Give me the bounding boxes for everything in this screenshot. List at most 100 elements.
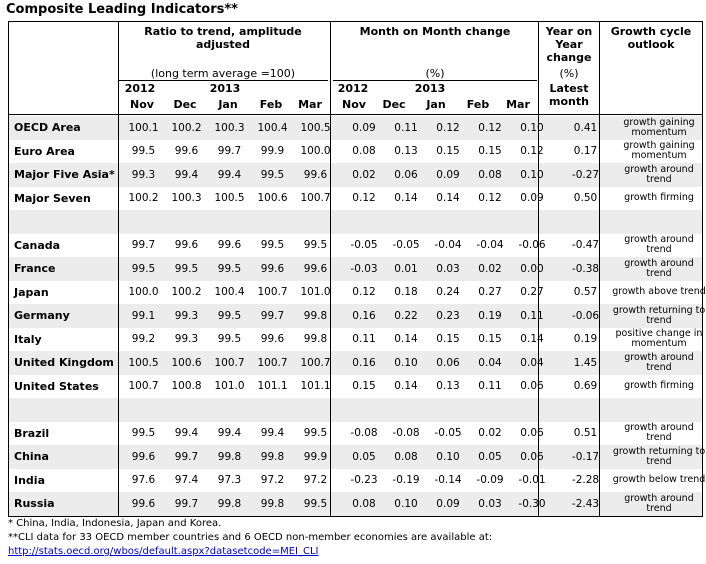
mom-value: 0.23 — [436, 309, 460, 322]
mom-value: 0.04 — [478, 356, 502, 369]
ratio-value: 99.5 — [131, 145, 156, 158]
month-mar-ratio: Mar — [298, 98, 322, 111]
yoy-value: 0.50 — [573, 192, 598, 205]
table-row: Brazil 99.5 99.4 99.4 99.4 99.5 -0.08 -0.08 -0.0… — [8, 422, 702, 446]
country-name: China — [14, 450, 49, 464]
mom-value: 0.03 — [478, 497, 502, 510]
ratio-value: 100.5 — [214, 192, 245, 205]
mom-value: 0.12 — [352, 192, 376, 205]
country-name: Germany — [14, 309, 70, 323]
ratio-value: 100.6 — [257, 192, 288, 205]
month-feb-ratio: Feb — [259, 98, 283, 111]
ratio-value: 100.3 — [214, 121, 245, 134]
outlook-text: growth returning to trend — [612, 304, 706, 326]
ratio-note: (long term average =100) — [150, 67, 296, 80]
mom-value: 0.15 — [436, 333, 460, 346]
ratio-value: 99.7 — [174, 450, 199, 463]
ratio-value: 99.8 — [217, 497, 242, 510]
mom-value: 0.27 — [478, 286, 502, 299]
ratio-value: 99.6 — [303, 262, 328, 275]
table-row: France 99.5 99.5 99.5 99.6 99.6 -0.03 0.01 0.03 0… — [8, 257, 702, 281]
ratio-value: 100.7 — [214, 356, 245, 369]
outlook-text: growth gaining momentum — [623, 140, 695, 162]
mom-value: 0.14 — [394, 192, 418, 205]
month-feb-mom: Feb — [466, 98, 490, 111]
yoy-value: -0.47 — [571, 239, 600, 252]
ratio-value: 99.5 — [217, 333, 242, 346]
country-name: France — [14, 262, 56, 276]
ratio-value: 97.2 — [260, 474, 285, 487]
outlook-text: growth firming — [624, 192, 694, 204]
ratio-value: 100.2 — [128, 192, 159, 205]
spacer-row — [8, 210, 702, 234]
divider-yoy — [599, 21, 600, 517]
divider-name — [118, 21, 119, 517]
mom-value: 0.12 — [436, 121, 460, 134]
mom-value: 0.02 — [352, 168, 376, 181]
ratio-value: 100.4 — [257, 121, 288, 134]
ratio-value: 97.2 — [303, 474, 328, 487]
outlook-text: growth around trend — [624, 163, 694, 185]
ratio-subrule — [118, 80, 328, 81]
ratio-value: 99.5 — [303, 239, 328, 252]
mom-header: Month on Month change — [359, 25, 511, 38]
mom-value: 0.12 — [520, 145, 544, 158]
ratio-value: 99.7 — [217, 145, 242, 158]
mom-value: 0.15 — [478, 333, 502, 346]
mom-value: 0.15 — [352, 380, 376, 393]
yoy-value: 0.51 — [573, 427, 598, 440]
mom-value: 0.14 — [394, 380, 418, 393]
ratio-value: 99.5 — [217, 262, 242, 275]
ratio-value: 100.6 — [171, 356, 202, 369]
ratio-value: 99.9 — [260, 145, 285, 158]
country-name: Major Five Asia* — [14, 168, 115, 182]
ratio-value: 99.4 — [217, 427, 242, 440]
table-body: OECD Area 100.1 100.2 100.3 100.4 100.5 0.09 0.… — [8, 116, 706, 516]
yoy-value: -0.17 — [571, 450, 600, 463]
mom-value: 0.15 — [478, 145, 502, 158]
ratio-value: 99.6 — [260, 333, 285, 346]
ratio-value: 100.2 — [171, 286, 202, 299]
mom-value: -0.06 — [518, 239, 546, 252]
yoy-value: 0.19 — [573, 333, 598, 346]
mom-value: -0.05 — [350, 239, 378, 252]
mom-value: -0.05 — [392, 239, 420, 252]
ratio-value: 100.8 — [171, 380, 202, 393]
mom-value: 0.16 — [352, 309, 376, 322]
mom-value: -0.05 — [434, 427, 462, 440]
ratio-value: 99.7 — [174, 497, 199, 510]
yoy-header: Year on Year change — [545, 25, 593, 64]
month-jan-ratio: Jan — [218, 98, 238, 111]
mom-value: 0.09 — [352, 121, 376, 134]
mom-value: -0.30 — [518, 497, 546, 510]
mom-value: -0.04 — [434, 239, 462, 252]
ratio-value: 99.5 — [131, 262, 156, 275]
latest-month-header: Latest month — [549, 82, 589, 108]
ratio-value: 99.3 — [174, 309, 199, 322]
mom-value: 0.03 — [436, 262, 460, 275]
ratio-value: 99.6 — [260, 262, 285, 275]
mom-value: 0.08 — [478, 168, 502, 181]
mom-value: 0.02 — [478, 262, 502, 275]
mom-value: -0.08 — [392, 427, 420, 440]
ratio-value: 99.6 — [131, 450, 156, 463]
ratio-value: 99.6 — [174, 145, 199, 158]
table-row: Canada 99.7 99.6 99.6 99.5 99.5 -0.05 -0.05 -0.0… — [8, 234, 702, 258]
ratio-value: 99.5 — [174, 262, 199, 275]
outlook-text: growth above trend — [612, 286, 706, 298]
ratio-value: 99.4 — [174, 168, 199, 181]
mom-value: 0.16 — [352, 356, 376, 369]
mom-value: 0.06 — [520, 380, 544, 393]
mom-value: 0.12 — [478, 192, 502, 205]
source-link[interactable]: http://stats.oecd.org/wbos/default.aspx?… — [8, 546, 319, 557]
mom-value: 0.10 — [520, 121, 544, 134]
mom-value: 0.06 — [436, 356, 460, 369]
spacer-row — [8, 398, 702, 422]
country-name: Japan — [14, 285, 49, 299]
ratio-value: 101.1 — [257, 380, 288, 393]
ratio-value: 99.8 — [260, 497, 285, 510]
mom-value: 0.11 — [394, 121, 418, 134]
mom-value: 0.11 — [520, 309, 544, 322]
mom-value: 0.12 — [352, 286, 376, 299]
mom-value: 0.06 — [520, 450, 544, 463]
